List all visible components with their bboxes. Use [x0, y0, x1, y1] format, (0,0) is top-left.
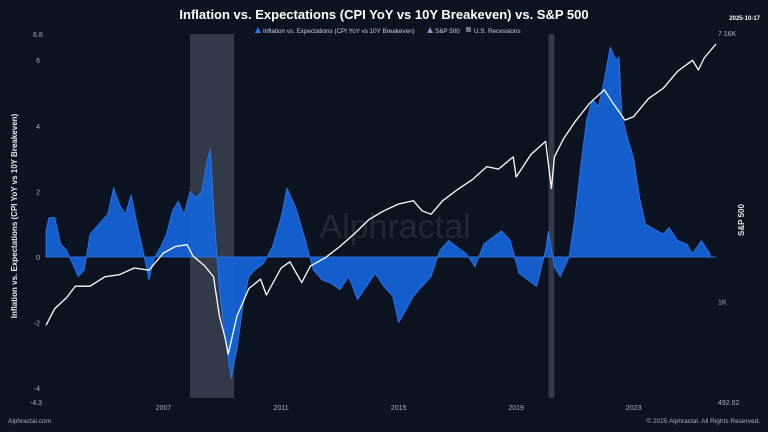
date-badge: 2025-10-17: [729, 16, 760, 22]
right-ticks: 7.16K 1K 492.02: [718, 31, 740, 407]
y-ticks: -4 -2 0 2 4 6 6.8 -4.3: [30, 32, 43, 407]
y-tick-label: 0: [36, 255, 40, 262]
y-tick-label: 6: [36, 58, 40, 65]
right-tick-label: 7.16K: [718, 31, 737, 38]
right-tick-label: 1K: [718, 300, 727, 307]
y-tick-label: -4: [34, 386, 40, 393]
y-axis-label: Inflation vs. Expectations (CPI YoY vs 1…: [10, 113, 19, 318]
recession-band-1: [548, 34, 555, 398]
legend-spread-marker: [255, 27, 261, 33]
legend-recessions-label: U.S. Recessions: [474, 28, 521, 35]
spread-series: [45, 45, 711, 379]
legend-sp500-label: S&P 500: [435, 28, 460, 35]
chart-title: Inflation vs. Expectations (CPI YoY vs 1…: [179, 7, 588, 22]
y-tick-bottom-label: -4.3: [30, 400, 42, 407]
x-tick-label: 2019: [508, 405, 524, 412]
y-tick-top-label: 6.8: [33, 32, 43, 39]
legend-spread-label: Inflation vs. Expectations (CPI YoY vs 1…: [263, 28, 415, 35]
y-tick-label: 2: [36, 189, 40, 196]
spread-area: [45, 45, 711, 379]
x-tick-label: 2015: [391, 405, 407, 412]
legend-sp500-marker: [427, 27, 433, 33]
y-tick-label: 4: [36, 124, 40, 131]
y-tick-label: -2: [34, 321, 40, 328]
right-axis-label: S&P 500: [737, 204, 746, 236]
footer-right: © 2025 Alphractal. All Rights Reserved.: [646, 417, 760, 425]
x-ticks: 2007 2011 2015 2019 2023: [156, 405, 642, 412]
x-tick-label: 2023: [626, 405, 642, 412]
footer-left[interactable]: Alphractal.com: [8, 418, 51, 425]
legend: Inflation vs. Expectations (CPI YoY vs 1…: [255, 27, 521, 35]
watermark: Alphractal: [319, 208, 470, 246]
right-tick-label: 492.02: [718, 400, 740, 407]
sp500-series: [45, 43, 717, 355]
x-tick-label: 2007: [156, 405, 172, 412]
sp500-line: [45, 43, 717, 355]
legend-recessions-marker: [466, 27, 471, 32]
x-tick-label: 2011: [274, 405, 289, 412]
